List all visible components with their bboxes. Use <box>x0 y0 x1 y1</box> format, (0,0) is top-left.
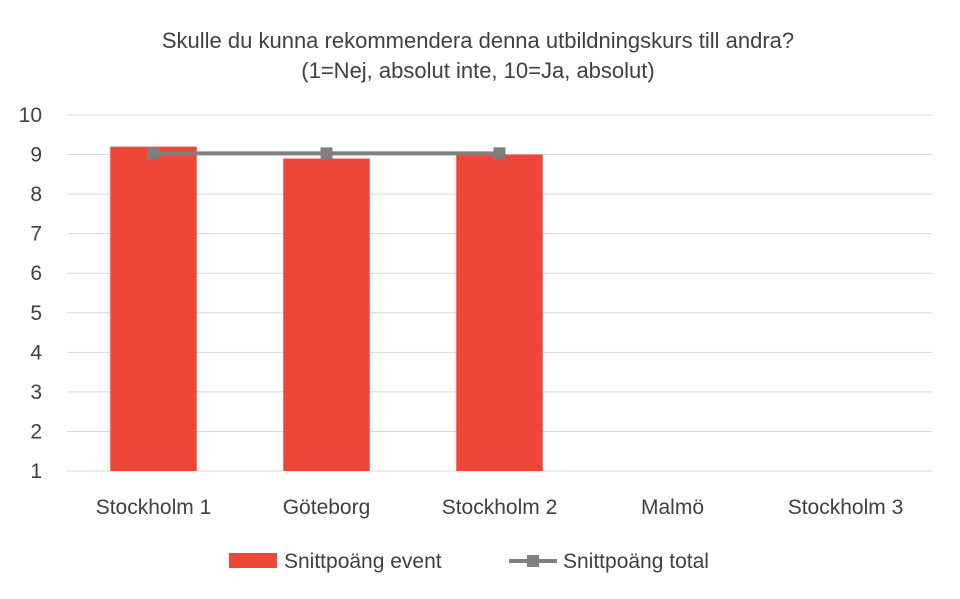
y-tick-label: 8 <box>30 183 42 206</box>
bar <box>456 154 543 472</box>
x-category-label: Göteborg <box>283 496 371 519</box>
y-tick-label: 6 <box>30 262 42 285</box>
y-tick-label: 10 <box>19 104 42 127</box>
y-tick-label: 2 <box>30 420 42 443</box>
chart-title-line-2: (1=Nej, absolut inte, 10=Ja, absolut) <box>301 58 654 83</box>
y-tick-label: 4 <box>30 341 42 364</box>
line-series <box>147 147 506 160</box>
y-tick-label: 9 <box>30 144 42 167</box>
y-tick-label: 7 <box>30 223 42 246</box>
bar <box>283 158 370 471</box>
x-category-label: Stockholm 3 <box>788 496 904 519</box>
y-tick-label: 1 <box>30 460 42 483</box>
y-tick-label: 5 <box>30 302 42 325</box>
line-point-marker <box>320 147 333 160</box>
x-axis-labels: Stockholm 1 Göteborg Stockholm 2 Malmö Stock… <box>96 496 904 519</box>
x-category-label: Stockholm 1 <box>96 496 212 519</box>
legend-swatch-total-marker <box>527 555 539 567</box>
y-axis-ticks: 1 2 3 4 5 6 7 8 9 10 <box>19 104 43 483</box>
x-category-label: Stockholm 2 <box>442 496 558 519</box>
legend-label-event: Snittpoäng event <box>284 550 442 573</box>
bar <box>110 146 197 471</box>
line-point-marker <box>147 147 160 160</box>
y-tick-label: 3 <box>30 381 42 404</box>
chart-title-line-1: Skulle du kunna rekommendera denna utbil… <box>162 28 794 53</box>
x-category-label: Malmö <box>641 496 704 519</box>
legend-label-total: Snittpoäng total <box>563 550 709 573</box>
line-point-marker <box>493 147 506 160</box>
legend: Snittpoäng event Snittpoäng total <box>229 550 709 573</box>
legend-swatch-event <box>229 553 277 568</box>
bar-series <box>110 146 543 472</box>
